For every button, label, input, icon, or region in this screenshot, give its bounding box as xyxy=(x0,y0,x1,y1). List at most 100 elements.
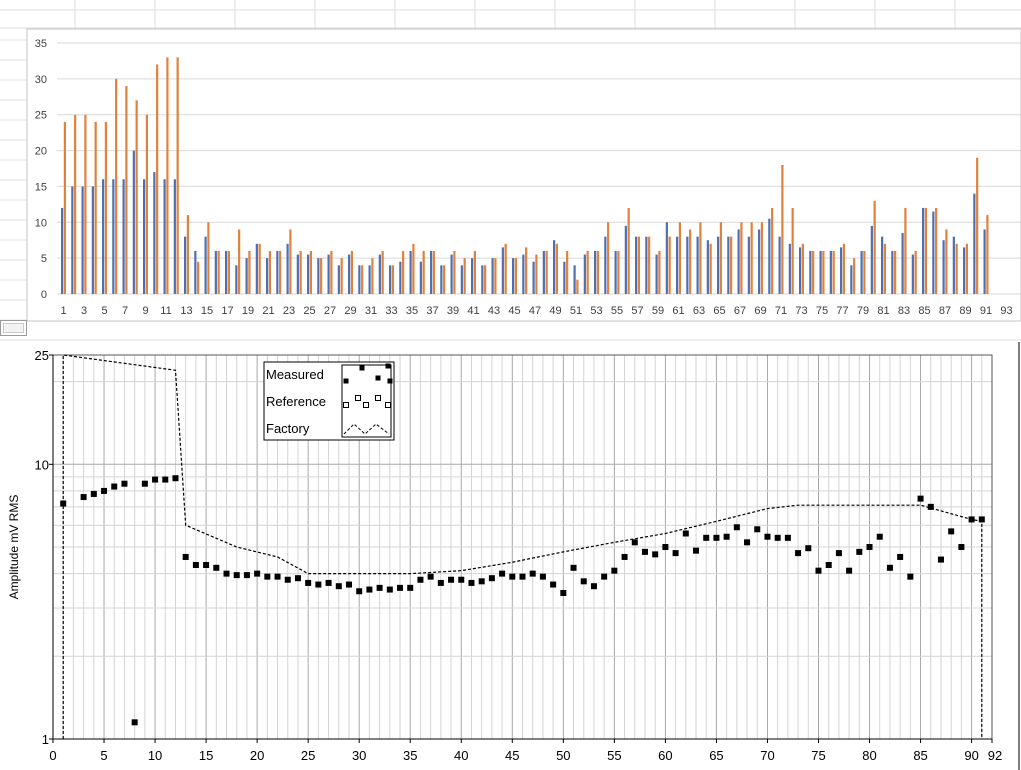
bar xyxy=(115,78,118,294)
bar xyxy=(740,222,743,294)
bar xyxy=(317,258,320,294)
legend-label: Reference xyxy=(266,394,326,409)
x-tick-label: 79 xyxy=(857,305,869,317)
bar xyxy=(822,250,825,294)
y-tick-label: 10 xyxy=(35,217,47,229)
x-tick-label: 3 xyxy=(81,305,87,317)
bar xyxy=(330,250,333,294)
y-tick-label: 25 xyxy=(35,110,47,122)
measured-point xyxy=(376,584,383,591)
measured-point xyxy=(703,534,710,541)
measured-point xyxy=(652,551,659,558)
measured-point xyxy=(958,544,965,550)
factory-line xyxy=(62,354,983,739)
bar xyxy=(248,250,251,294)
measured-point xyxy=(407,584,414,591)
bar xyxy=(484,265,487,294)
bar xyxy=(63,121,66,294)
bar xyxy=(542,250,545,294)
measured-point xyxy=(815,567,822,574)
bar xyxy=(214,250,217,294)
bar xyxy=(829,250,832,294)
bar xyxy=(532,261,535,294)
x-tick-label: 81 xyxy=(877,305,889,317)
measured-point xyxy=(325,579,332,586)
measured-point xyxy=(611,567,618,574)
bar xyxy=(555,243,558,294)
bar xyxy=(143,179,146,294)
measured-point xyxy=(488,575,495,582)
legend-measured-marker xyxy=(343,378,349,384)
measured-point xyxy=(764,533,771,540)
x-tick-label: 41 xyxy=(467,305,479,317)
bar xyxy=(607,222,610,294)
bar xyxy=(71,186,74,294)
x-tick-label: 73 xyxy=(795,305,807,317)
bar xyxy=(74,114,77,294)
measured-point xyxy=(601,573,608,580)
measured-point xyxy=(978,516,985,523)
x-tick-label: 17 xyxy=(221,305,233,317)
legend-label: Factory xyxy=(266,421,310,436)
bar xyxy=(176,57,179,294)
measured-point xyxy=(366,586,373,593)
bar xyxy=(635,236,638,294)
measured-point xyxy=(744,539,751,546)
bar xyxy=(812,250,815,294)
measured-point xyxy=(754,526,761,533)
y-axis-label: Amplitude mV RMS xyxy=(7,495,21,600)
bar xyxy=(819,250,822,294)
y-tick-label: 20 xyxy=(35,146,47,158)
measured-point xyxy=(631,539,638,546)
bar xyxy=(891,250,894,294)
measured-point xyxy=(672,550,679,557)
measured-point xyxy=(519,573,526,580)
bar xyxy=(453,250,456,294)
bar xyxy=(576,279,579,294)
bar xyxy=(737,229,740,294)
bar xyxy=(719,222,722,294)
bar xyxy=(850,265,853,294)
bar xyxy=(102,179,105,294)
bar xyxy=(368,265,371,294)
x-tick-label: 43 xyxy=(488,305,500,317)
bar xyxy=(463,258,466,294)
bar xyxy=(245,258,248,294)
legend-reference-marker xyxy=(363,402,369,408)
measured-point xyxy=(876,533,883,540)
bar xyxy=(122,179,125,294)
bar xyxy=(594,250,597,294)
bar xyxy=(471,258,474,294)
x-tick-label: 27 xyxy=(324,305,336,317)
x-tick-label: 5 xyxy=(101,305,107,317)
measured-point xyxy=(539,573,546,580)
bar xyxy=(296,254,299,294)
bar xyxy=(225,250,228,294)
x-tick-label: 69 xyxy=(754,305,766,317)
x-tick-label: 33 xyxy=(385,305,397,317)
x-tick-label: 63 xyxy=(693,305,705,317)
bar xyxy=(645,236,648,294)
bar xyxy=(904,207,907,294)
bar xyxy=(689,229,692,294)
x-tick-label: 71 xyxy=(775,305,787,317)
x-tick-label: 65 xyxy=(709,748,723,763)
bar xyxy=(922,207,925,294)
x-tick-label: 1 xyxy=(60,305,66,317)
measured-point xyxy=(458,576,465,583)
bar xyxy=(166,57,169,294)
bar xyxy=(952,236,955,294)
x-tick-label: 7 xyxy=(122,305,128,317)
x-tick-label: 35 xyxy=(403,748,417,763)
bar xyxy=(942,240,945,294)
bar xyxy=(184,236,187,294)
measured-point xyxy=(570,564,577,571)
bar xyxy=(276,250,279,294)
bar xyxy=(504,243,507,294)
measured-point xyxy=(417,576,424,583)
measured-point xyxy=(60,500,67,507)
selected-cell-indicator[interactable] xyxy=(0,320,27,336)
bar xyxy=(491,258,494,294)
bar xyxy=(412,243,415,294)
